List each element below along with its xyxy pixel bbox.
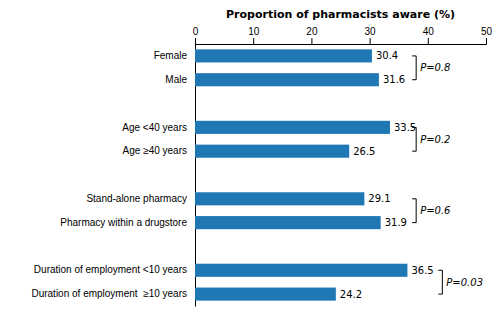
x-tick: 50 — [481, 26, 493, 44]
y-axis: Female Male Age <40 years Age ≥40 years Stan… — [31, 45, 195, 307]
p-value-label: P=0.2 — [420, 134, 450, 145]
p-bracket — [412, 199, 416, 223]
bar — [195, 264, 407, 277]
p-bracket — [412, 127, 416, 151]
y-tick-label: Duration of employment <10 years — [34, 264, 187, 275]
p-value-label: P=0.03 — [446, 277, 483, 288]
x-tick: 0 — [193, 26, 199, 44]
data-label: 26.5 — [353, 146, 375, 157]
y-tick: Male — [165, 74, 195, 85]
x-axis-line — [196, 38, 487, 45]
x-tick-label: 10 — [248, 26, 260, 37]
x-tick-mark — [311, 38, 312, 44]
x-tick-mark — [253, 38, 254, 44]
data-label: 31.6 — [383, 74, 405, 85]
p-brackets: P=0.8 P=0.2 P=0.6 P=0.03 — [412, 56, 483, 294]
x-tick-label: 20 — [306, 26, 318, 37]
bar — [195, 192, 364, 205]
x-tick-mark — [195, 38, 196, 44]
y-tick: Stand-alone pharmacy — [86, 193, 195, 204]
data-labels: 30.431.633.526.529.131.936.524.2 — [340, 50, 434, 299]
bar — [195, 121, 390, 134]
p-value-label: P=0.8 — [420, 62, 450, 73]
bar — [195, 216, 381, 229]
y-tick-label: Female — [154, 50, 188, 61]
x-tick-mark — [370, 38, 371, 44]
data-label: 29.1 — [368, 193, 390, 204]
bars — [195, 49, 407, 300]
x-tick: 10 — [248, 26, 260, 44]
chart: 0 10 20 30 40 50 Proportion of pharmacists awa… — [0, 0, 500, 314]
x-tick-mark — [428, 38, 429, 44]
bar — [195, 73, 379, 86]
x-tick-label: 30 — [365, 26, 377, 37]
y-tick: Duration of employment ≥10 years — [31, 288, 195, 299]
y-tick-label: Male — [165, 74, 187, 85]
y-tick-label: Stand-alone pharmacy — [86, 193, 187, 204]
x-tick: 40 — [423, 26, 435, 44]
data-label: 30.4 — [376, 50, 398, 61]
data-label: 36.5 — [411, 265, 433, 276]
bar — [195, 49, 372, 62]
y-tick-label: Age <40 years — [122, 122, 187, 133]
y-tick-label: Age ≥40 years — [123, 145, 187, 156]
y-tick-label: Duration of employment ≥10 years — [31, 288, 187, 299]
y-tick: Pharmacy within a drugstore — [60, 217, 195, 228]
x-tick-label: 0 — [193, 26, 199, 37]
x-tick: 20 — [306, 26, 318, 44]
data-label: 31.9 — [385, 217, 407, 228]
x-axis: 0 10 20 30 40 50 — [193, 26, 493, 45]
x-tick-mark — [486, 38, 487, 44]
y-tick: Female — [154, 50, 195, 61]
x-tick: 30 — [365, 26, 377, 44]
data-label: 24.2 — [340, 289, 362, 300]
x-axis-title: Proportion of pharmacists aware (%) — [226, 8, 455, 21]
bar — [195, 145, 349, 158]
y-tick-label: Pharmacy within a drugstore — [60, 217, 187, 228]
bar — [195, 288, 336, 301]
p-value-label: P=0.6 — [420, 205, 450, 216]
y-tick: Age ≥40 years — [123, 145, 195, 156]
x-tick-label: 50 — [481, 26, 493, 37]
y-tick: Age <40 years — [122, 122, 195, 133]
plot: 0 10 20 30 40 50 Proportion of pharmacists awa… — [31, 8, 492, 307]
y-tick: Duration of employment <10 years — [34, 264, 195, 275]
p-bracket — [412, 56, 416, 80]
p-bracket — [438, 270, 442, 294]
x-tick-label: 40 — [423, 26, 435, 37]
